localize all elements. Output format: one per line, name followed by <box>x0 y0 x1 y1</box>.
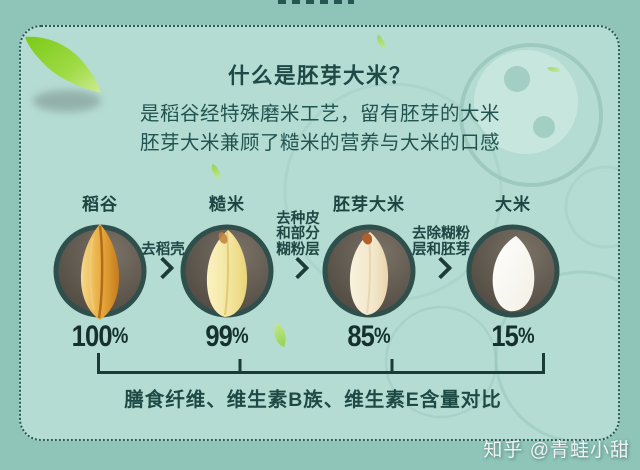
stage-percent: 100% <box>49 319 151 353</box>
description: 是稻谷经特殊磨米工艺，留有胚芽的大米 胚芽大米兼顾了糙米的营养与大米的口感 <box>0 100 640 158</box>
percent-sign: % <box>374 323 391 348</box>
percent-value: 15 <box>491 320 519 353</box>
chevron-right-icon <box>286 256 310 280</box>
stage-label: 胚芽大米 <box>333 195 405 214</box>
stage-brown-rice: 糙米 99% <box>167 195 287 357</box>
stage-label: 稻谷 <box>82 195 118 214</box>
stage-percent: 85% <box>318 319 420 353</box>
arrow-label-line: 去除糊粉 <box>412 226 470 242</box>
stage-label: 糙米 <box>209 195 245 214</box>
percent-value: 85 <box>347 320 375 353</box>
germ-rice-grain-icon <box>322 224 416 318</box>
stage-white-rice: 大米 15% <box>453 195 573 357</box>
percent-sign: % <box>518 323 535 348</box>
previous-card-edge-divider <box>278 0 354 4</box>
watermark: 知乎 @青蛙小甜 <box>483 440 630 461</box>
stage-paddy: 稻谷 100% <box>40 195 160 357</box>
percent-sign: % <box>111 323 129 348</box>
process-arrow-3: 去除糊粉 层和胚芽 <box>393 206 489 282</box>
description-line-1: 是稻谷经特殊磨米工艺，留有胚芽的大米 <box>139 103 500 125</box>
arrow-label-line: 和部分 <box>276 226 320 242</box>
chevron-right-icon <box>429 256 453 280</box>
white-rice-grain-icon <box>466 224 560 318</box>
stage-percent: 15% <box>462 319 564 353</box>
process-arrow-1: 去稻壳 <box>115 206 211 282</box>
arrow-label: 去稻壳 <box>115 241 211 259</box>
percent-value: 100 <box>71 320 113 353</box>
arrow-label-line: 去稻壳 <box>141 241 185 258</box>
comparison-label: 膳食纤维、维生素B族、维生素E含量对比 <box>124 389 502 411</box>
arrow-label-line: 层和胚芽 <box>412 241 470 258</box>
description-line-2: 胚芽大米兼顾了糙米的营养与大米的口感 <box>139 132 500 154</box>
paddy-grain-icon <box>53 224 147 320</box>
arrow-label-line: 糊粉层 <box>276 241 320 258</box>
percent-value: 99 <box>205 320 233 353</box>
stage-label: 大米 <box>495 195 531 214</box>
stage-germ-rice: 胚芽大米 85% <box>309 195 429 357</box>
arrow-label: 去种皮 和部分 糊粉层 <box>250 210 346 259</box>
process-arrow-2: 去种皮 和部分 糊粉层 <box>250 206 346 282</box>
arrow-label-line: 去种皮 <box>276 210 320 227</box>
comparison-bracket <box>97 353 545 374</box>
stage-percent: 99% <box>176 319 278 353</box>
page-title: 什么是胚芽大米？ <box>227 64 412 88</box>
brown-rice-grain-icon <box>180 224 274 318</box>
percent-sign: % <box>232 323 249 348</box>
arrow-label: 去除糊粉 层和胚芽 <box>393 226 489 258</box>
